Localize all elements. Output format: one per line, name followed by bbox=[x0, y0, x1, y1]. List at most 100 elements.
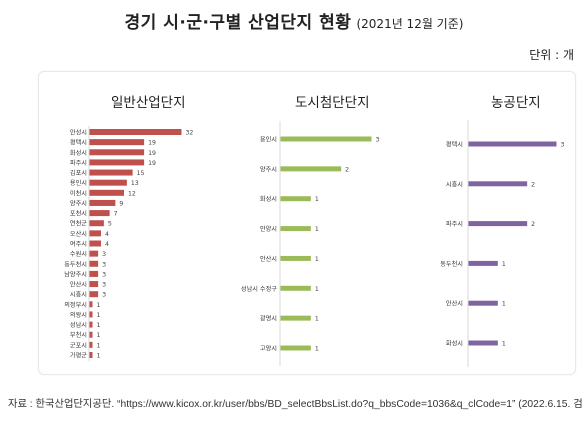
data-label: 1 bbox=[315, 286, 319, 293]
category-label: 동두천시 bbox=[440, 260, 463, 268]
title-subtitle: (2021년 12월 기준) bbox=[356, 17, 464, 31]
data-label: 2 bbox=[345, 166, 349, 173]
data-label: 19 bbox=[148, 150, 156, 157]
data-label: 1 bbox=[315, 196, 319, 203]
data-label: 15 bbox=[137, 170, 145, 177]
category-label: 안양시 bbox=[260, 225, 277, 233]
data-label: 3 bbox=[102, 282, 106, 289]
data-label: 1 bbox=[502, 341, 506, 348]
data-label: 32 bbox=[186, 130, 194, 137]
data-label: 1 bbox=[502, 261, 506, 268]
bar bbox=[468, 141, 557, 147]
bar bbox=[89, 301, 93, 308]
bar bbox=[280, 166, 342, 172]
chart-title: 도시첨단단지 bbox=[295, 95, 370, 111]
bar bbox=[89, 250, 99, 257]
category-label: 화성시 bbox=[260, 195, 277, 203]
bar bbox=[89, 179, 127, 186]
data-label: 1 bbox=[315, 346, 319, 353]
category-label: 시흥시 bbox=[446, 180, 463, 188]
category-label: 안산시 bbox=[260, 255, 277, 263]
category-label: 파주시 bbox=[446, 220, 463, 228]
data-label: 1 bbox=[502, 301, 506, 308]
bar bbox=[89, 270, 99, 277]
category-label: 김포시 bbox=[70, 170, 87, 177]
category-label: 군포시 bbox=[70, 342, 87, 349]
bar bbox=[280, 345, 311, 351]
category-label: 안산시 bbox=[70, 281, 87, 289]
bar bbox=[89, 260, 99, 267]
category-label: 화성시 bbox=[446, 340, 463, 348]
unit-label: 단위 : 개 bbox=[529, 48, 574, 62]
data-label: 3 bbox=[102, 261, 106, 268]
bar bbox=[468, 340, 498, 346]
category-label: 동두천시 bbox=[64, 260, 87, 268]
data-label: 4 bbox=[105, 231, 109, 238]
category-label: 포천시 bbox=[70, 210, 87, 218]
data-label: 13 bbox=[131, 180, 139, 187]
data-label: 3 bbox=[102, 251, 106, 258]
bar bbox=[89, 129, 182, 135]
data-label: 5 bbox=[108, 221, 112, 228]
category-label: 파주시 bbox=[70, 159, 87, 167]
title-main: 경기 시·군·구별 산업단지 현황 bbox=[124, 13, 352, 33]
category-label: 의왕시 bbox=[70, 311, 87, 319]
data-label: 1 bbox=[97, 302, 101, 309]
bar bbox=[89, 281, 99, 288]
category-label: 남양주시 bbox=[64, 270, 87, 278]
bar bbox=[89, 220, 104, 227]
category-label: 성남시 수정구 bbox=[241, 285, 277, 293]
bar bbox=[89, 189, 124, 196]
bar bbox=[89, 149, 145, 156]
category-label: 양주시 bbox=[70, 199, 87, 207]
category-label: 성남시 bbox=[70, 321, 87, 329]
category-label: 오산시 bbox=[70, 230, 87, 238]
category-label: 용인시 bbox=[260, 137, 277, 144]
category-label: 가평군 bbox=[70, 352, 87, 360]
category-label: 의정부시 bbox=[64, 301, 87, 309]
data-label: 3 bbox=[561, 142, 565, 149]
bar bbox=[280, 315, 311, 321]
bar bbox=[89, 240, 101, 247]
bar bbox=[280, 285, 311, 291]
chart-title: 일반산업단지 bbox=[111, 95, 186, 111]
category-label: 안성시 bbox=[70, 129, 87, 137]
bar bbox=[280, 226, 311, 232]
bar bbox=[89, 199, 116, 206]
category-label: 양주시 bbox=[260, 165, 277, 173]
data-label: 1 bbox=[315, 316, 319, 323]
data-label: 3 bbox=[376, 137, 380, 144]
category-label: 평택시 bbox=[70, 139, 87, 147]
data-label: 1 bbox=[97, 312, 101, 319]
data-label: 1 bbox=[97, 332, 101, 339]
data-label: 7 bbox=[114, 211, 118, 218]
bar bbox=[89, 159, 145, 166]
data-label: 1 bbox=[315, 226, 319, 233]
page-title: 경기 시·군·구별 산업단지 현황 (2021년 12월 기준) bbox=[0, 8, 588, 33]
category-label: 용인시 bbox=[70, 180, 87, 187]
data-label: 19 bbox=[148, 140, 156, 147]
chart-title: 농공단지 bbox=[491, 95, 541, 111]
category-label: 평택시 bbox=[446, 141, 463, 149]
data-label: 9 bbox=[119, 200, 123, 207]
category-label: 광명시 bbox=[260, 315, 277, 323]
category-label: 화성시 bbox=[70, 149, 87, 157]
data-label: 1 bbox=[97, 353, 101, 360]
category-label: 부천시 bbox=[70, 331, 87, 339]
bar bbox=[89, 331, 93, 338]
data-label: 3 bbox=[102, 292, 106, 299]
category-label: 고양시 bbox=[260, 345, 277, 353]
category-label: 시흥시 bbox=[70, 291, 87, 299]
bar bbox=[280, 136, 372, 142]
category-label: 연천군 bbox=[70, 220, 87, 228]
bar bbox=[468, 181, 528, 187]
data-label: 2 bbox=[531, 221, 535, 228]
bar bbox=[468, 221, 528, 227]
category-label: 여주시 bbox=[70, 240, 87, 248]
bar bbox=[468, 260, 498, 266]
bar bbox=[89, 352, 93, 358]
bar bbox=[280, 255, 311, 261]
